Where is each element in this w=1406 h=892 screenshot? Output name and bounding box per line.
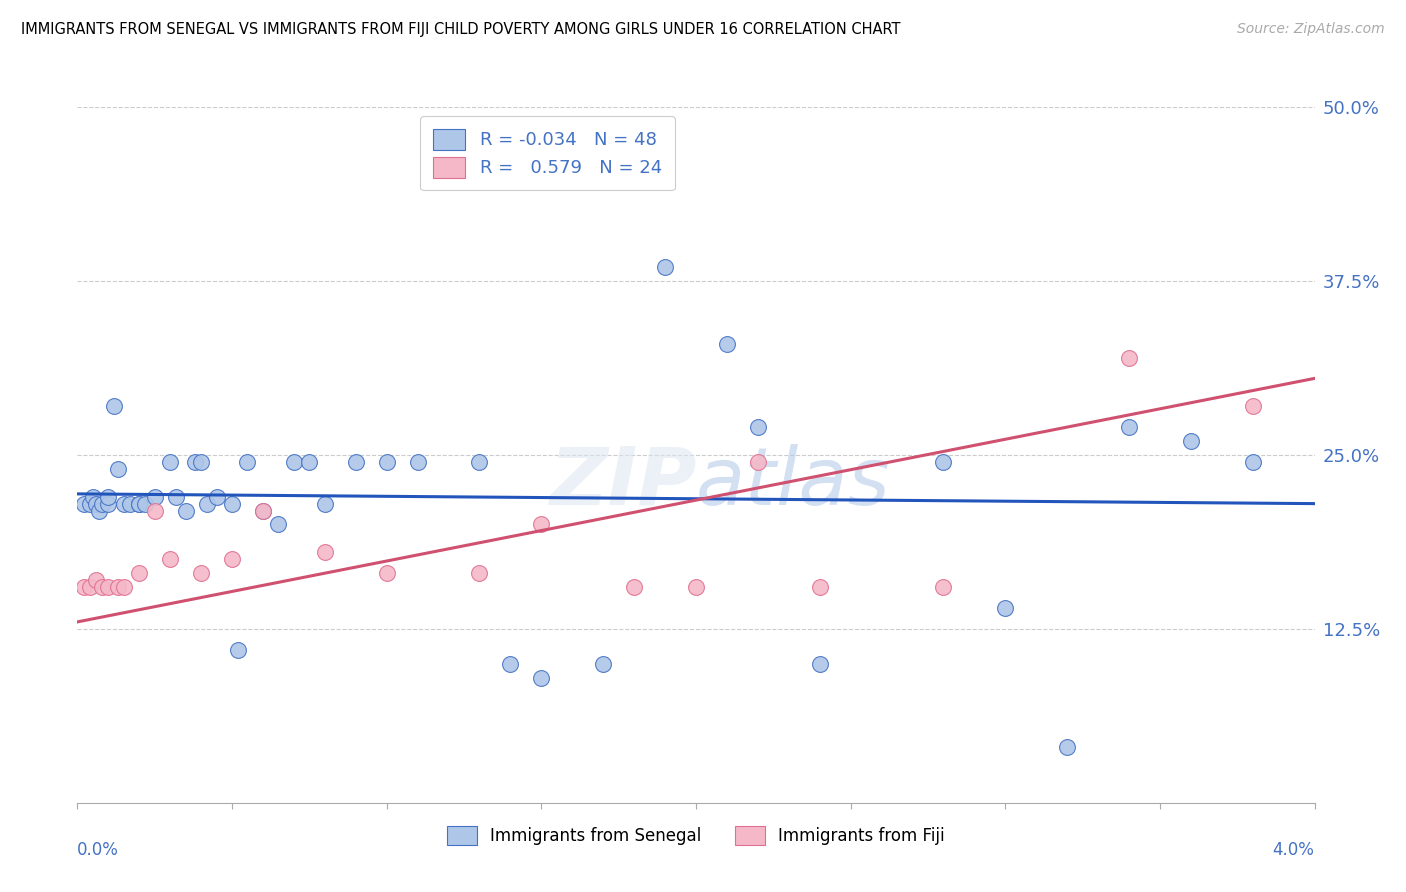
Point: [654, 260, 676, 274]
Text: ZIP: ZIP: [548, 443, 696, 522]
Point: [623, 580, 645, 594]
Point: [252, 503, 274, 517]
Point: [468, 455, 491, 469]
Point: [84, 497, 107, 511]
Point: [134, 497, 156, 511]
Point: [994, 601, 1017, 615]
Point: [1180, 434, 1202, 448]
Point: [205, 490, 228, 504]
Point: [1241, 455, 1264, 469]
Point: [236, 455, 259, 469]
Point: [82, 490, 104, 504]
Point: [267, 517, 290, 532]
Point: [226, 642, 249, 657]
Point: [932, 580, 955, 594]
Point: [375, 566, 398, 581]
Point: [808, 580, 831, 594]
Point: [530, 671, 553, 685]
Point: [97, 490, 120, 504]
Point: [314, 497, 336, 511]
Point: [1118, 420, 1140, 434]
Point: [143, 490, 166, 504]
Point: [91, 497, 114, 511]
Text: IMMIGRANTS FROM SENEGAL VS IMMIGRANTS FROM FIJI CHILD POVERTY AMONG GIRLS UNDER : IMMIGRANTS FROM SENEGAL VS IMMIGRANTS FR…: [21, 22, 901, 37]
Point: [128, 497, 150, 511]
Point: [685, 580, 707, 594]
Point: [143, 503, 166, 517]
Point: [107, 580, 129, 594]
Point: [716, 336, 738, 351]
Point: [174, 503, 197, 517]
Point: [72, 580, 94, 594]
Point: [79, 580, 101, 594]
Point: [1118, 351, 1140, 365]
Point: [344, 455, 367, 469]
Point: [79, 497, 101, 511]
Point: [1241, 399, 1264, 413]
Point: [118, 497, 141, 511]
Point: [298, 455, 321, 469]
Point: [72, 497, 94, 511]
Text: Source: ZipAtlas.com: Source: ZipAtlas.com: [1237, 22, 1385, 37]
Point: [190, 566, 212, 581]
Point: [97, 497, 120, 511]
Point: [112, 580, 135, 594]
Point: [159, 455, 181, 469]
Point: [128, 497, 150, 511]
Point: [159, 552, 181, 566]
Point: [97, 580, 120, 594]
Text: 4.0%: 4.0%: [1272, 841, 1315, 859]
Point: [932, 455, 955, 469]
Legend: Immigrants from Senegal, Immigrants from Fiji: Immigrants from Senegal, Immigrants from…: [436, 814, 956, 857]
Point: [87, 503, 110, 517]
Point: [808, 657, 831, 671]
Point: [112, 497, 135, 511]
Point: [283, 455, 305, 469]
Point: [221, 497, 243, 511]
Point: [747, 455, 769, 469]
Point: [252, 503, 274, 517]
Point: [1056, 740, 1078, 755]
Point: [84, 573, 107, 587]
Text: 0.0%: 0.0%: [77, 841, 120, 859]
Text: atlas: atlas: [696, 443, 891, 522]
Point: [221, 552, 243, 566]
Point: [499, 657, 522, 671]
Point: [128, 566, 150, 581]
Point: [747, 420, 769, 434]
Point: [184, 455, 207, 469]
Point: [314, 545, 336, 559]
Point: [195, 497, 218, 511]
Point: [375, 455, 398, 469]
Point: [406, 455, 429, 469]
Point: [165, 490, 187, 504]
Point: [190, 455, 212, 469]
Point: [103, 399, 125, 413]
Point: [592, 657, 614, 671]
Point: [468, 566, 491, 581]
Point: [91, 580, 114, 594]
Point: [107, 462, 129, 476]
Point: [530, 517, 553, 532]
